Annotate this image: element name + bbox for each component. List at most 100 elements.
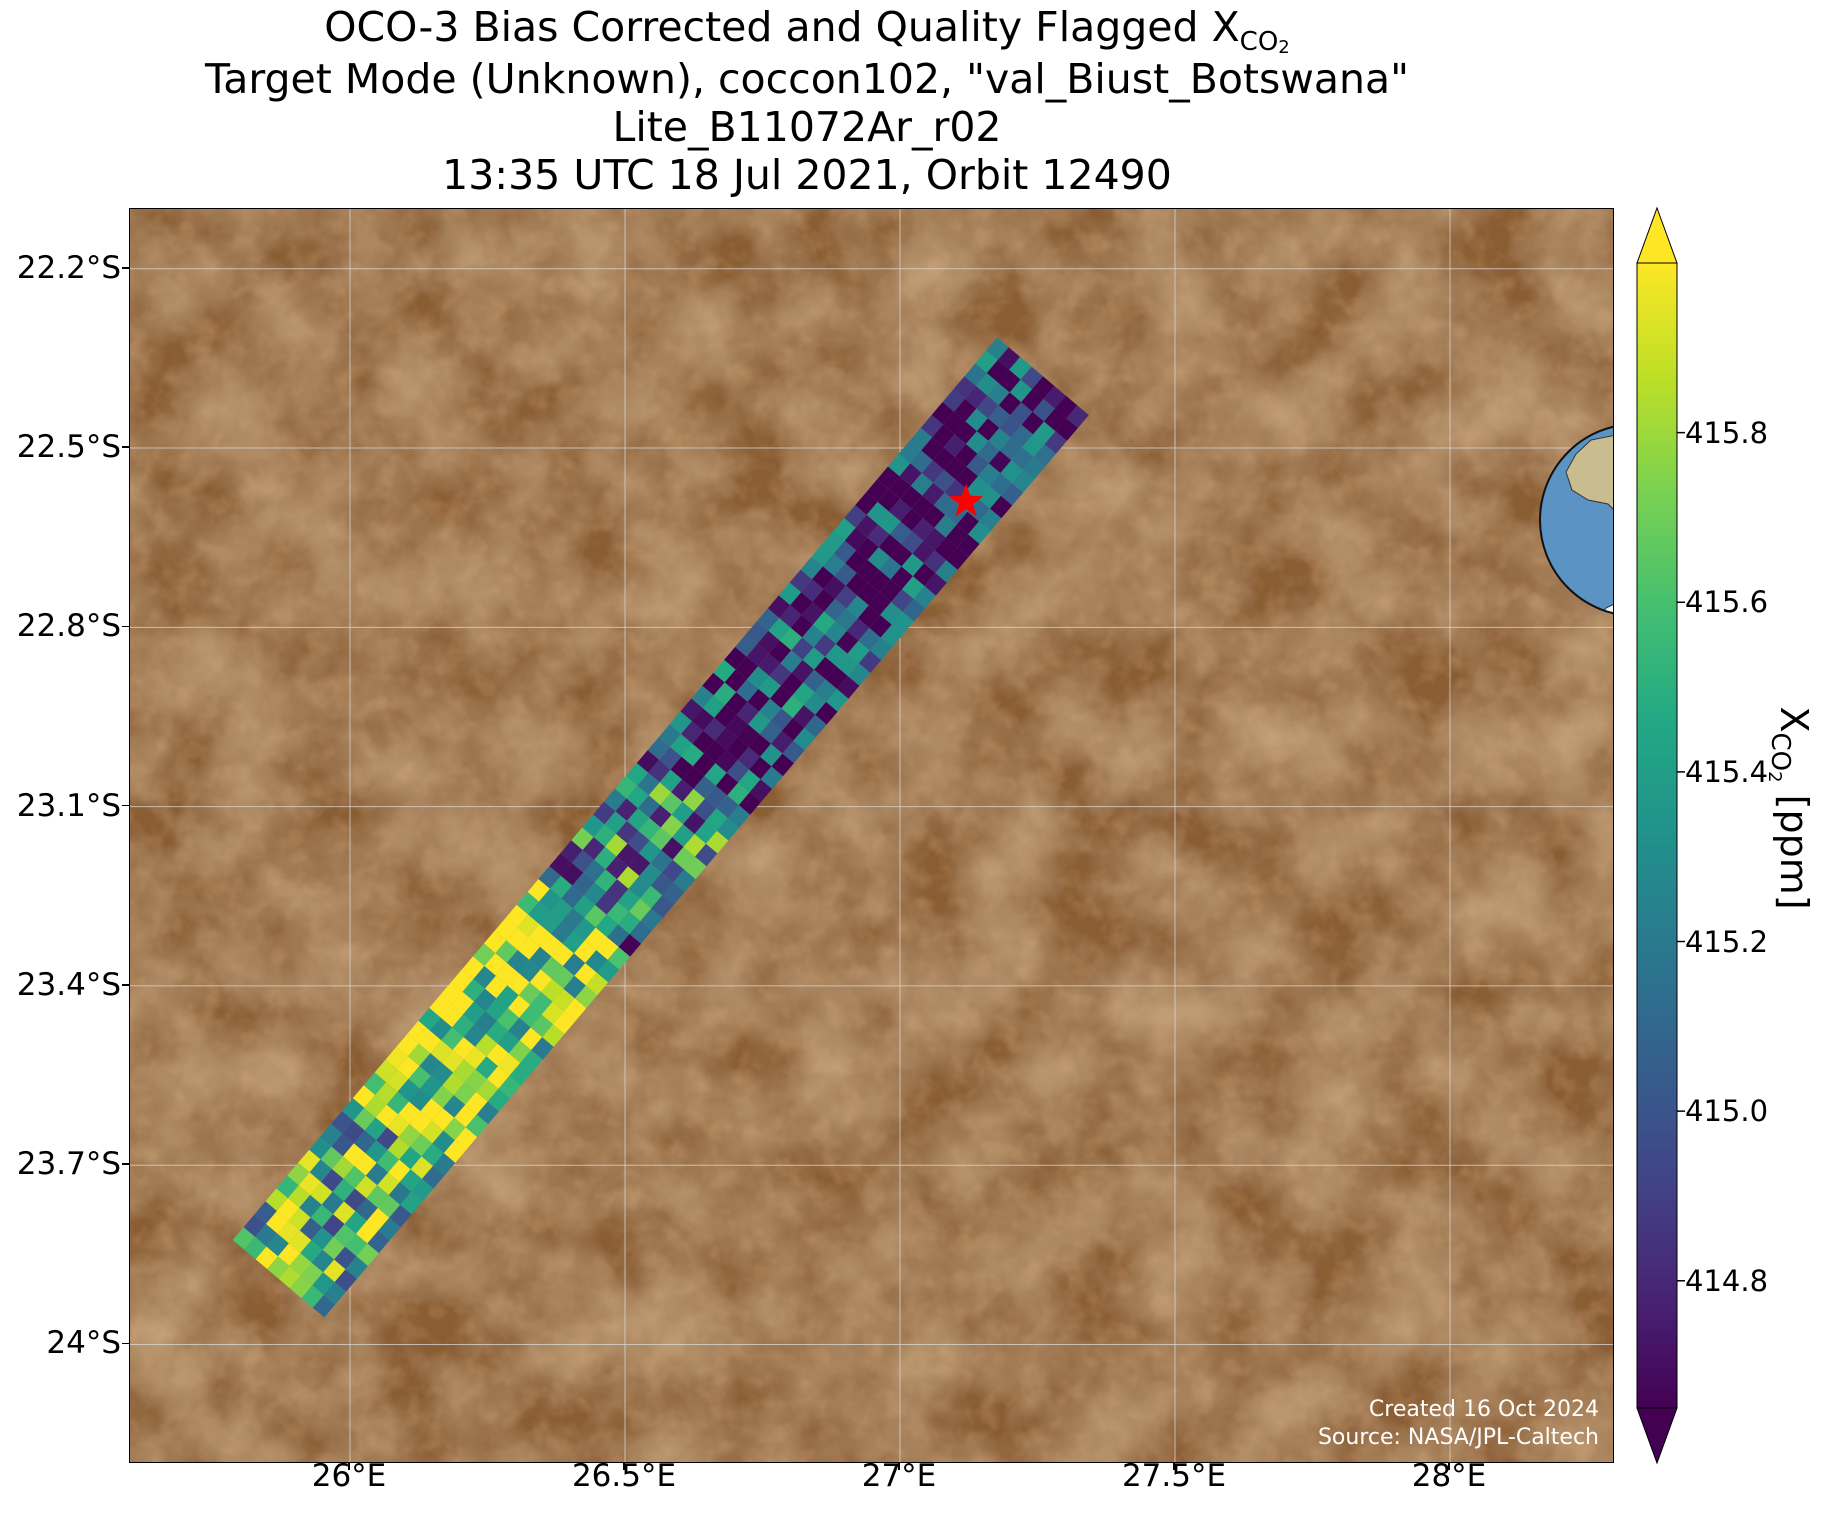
sounding-pixel	[999, 415, 1022, 438]
lat-tick-label: 23.4°S	[16, 966, 121, 1003]
sounding-pixel	[463, 1001, 486, 1025]
sounding-pixel	[516, 891, 539, 915]
sounding-pixel	[747, 666, 770, 689]
sounding-pixel	[637, 772, 660, 796]
sounding-pixel	[553, 1011, 576, 1034]
sounding-pixel	[889, 521, 912, 544]
sounding-pixel	[517, 937, 541, 960]
sounding-pixel	[814, 656, 837, 680]
sounding-pixel	[976, 395, 999, 419]
sounding-pixel	[856, 537, 879, 560]
sounding-pixel	[890, 543, 913, 567]
sounding-pixel	[964, 363, 987, 386]
sounding-pixel	[757, 630, 780, 654]
colorbar-tick-label: 415.8	[1685, 415, 1769, 450]
sounding-pixel	[627, 830, 650, 854]
sounding-pixel	[465, 1091, 488, 1115]
sounding-pixel	[800, 556, 823, 580]
sounding-pixel	[636, 750, 660, 773]
sounding-pixel	[541, 1001, 564, 1025]
sounding-pixel	[789, 569, 813, 593]
map-panel[interactable]: Created 16 Oct 2024 Source: NASA/JPL-Cal…	[129, 208, 1614, 1463]
sounding-pixel	[768, 618, 791, 641]
sounding-pixel	[267, 1256, 290, 1279]
sounding-pixel	[551, 943, 574, 967]
sounding-pixel	[354, 1175, 378, 1199]
sounding-pixel	[888, 453, 911, 477]
sounding-pixel	[388, 1182, 412, 1205]
sounding-pixel	[528, 901, 551, 925]
sounding-pixel	[422, 1166, 445, 1189]
sounding-pixel	[486, 1020, 509, 1044]
sounding-pixel	[527, 879, 550, 902]
sounding-pixel	[848, 663, 871, 686]
sounding-pixel	[640, 908, 663, 931]
sounding-pixel	[855, 514, 879, 538]
sounding-pixel	[539, 911, 562, 934]
sounding-pixel	[683, 834, 706, 857]
sounding-pixel	[877, 489, 900, 512]
sounding-pixel	[573, 917, 596, 941]
sounding-pixel	[1021, 389, 1044, 412]
sounding-pixel	[780, 672, 804, 696]
sounding-pixel	[650, 872, 674, 896]
sounding-pixel	[585, 950, 608, 973]
sounding-pixel	[891, 589, 914, 612]
sounding-pixel	[594, 846, 617, 870]
globe-inset	[1539, 425, 1613, 616]
sounding-pixel	[823, 553, 846, 577]
sounding-pixel	[334, 1269, 357, 1292]
sounding-pixel	[485, 975, 508, 999]
sounding-pixel	[759, 721, 782, 744]
colorbar-ticks	[1677, 431, 1685, 1282]
sounding-pixel	[965, 385, 988, 409]
sounding-pixel	[759, 698, 782, 722]
sounding-pixel	[640, 885, 663, 909]
sounding-pixel	[628, 875, 651, 899]
sounding-pixel	[549, 853, 572, 876]
sounding-pixel	[792, 705, 816, 728]
sounding-pixel	[421, 1143, 444, 1166]
sounding-pixel	[691, 685, 714, 709]
sounding-pixel	[474, 988, 497, 1012]
lon-tick-mark	[623, 1463, 625, 1470]
sounding-pixel	[355, 1198, 378, 1221]
sounding-pixel	[737, 724, 760, 747]
sounding-pixel	[933, 492, 957, 515]
sounding-pixel	[551, 921, 574, 944]
sounding-pixel	[464, 1069, 488, 1092]
sounding-pixel	[758, 676, 781, 699]
credits: Created 16 Oct 2024 Source: NASA/JPL-Cal…	[1318, 1396, 1599, 1452]
sounding-pixel	[899, 463, 922, 486]
sounding-pixel	[703, 717, 726, 741]
sounding-pixel	[332, 1156, 355, 1179]
sounding-pixel	[560, 862, 584, 886]
sounding-pixel	[626, 808, 650, 831]
sounding-pixel	[464, 1046, 487, 1070]
sounding-pixel	[813, 611, 836, 635]
sounding-pixel	[618, 911, 641, 934]
sounding-pixel	[670, 756, 693, 780]
sounding-pixel	[571, 827, 594, 850]
colorbar-under-extension	[1636, 1407, 1678, 1465]
sounding-pixel	[639, 863, 662, 886]
sounding-pixel	[1009, 356, 1032, 380]
sounding-pixel	[902, 598, 925, 622]
sounding-pixel	[966, 431, 989, 454]
sounding-pixel	[1009, 379, 1033, 403]
sounding-pixel	[684, 856, 707, 880]
sounding-pixel	[671, 801, 694, 825]
sounding-pixel	[846, 618, 870, 641]
sounding-pixel	[345, 1256, 368, 1279]
sounding-pixel	[356, 1220, 379, 1244]
sounding-pixel	[593, 824, 616, 847]
sounding-pixel	[276, 1175, 299, 1199]
sounding-pixel	[975, 350, 998, 373]
sounding-pixel	[331, 1133, 354, 1157]
sounding-pixel	[714, 727, 738, 751]
sounding-pixel	[638, 817, 661, 841]
sounding-pixel	[618, 934, 641, 957]
sounding-pixel	[431, 1108, 455, 1131]
sounding-pixel	[715, 772, 739, 796]
sounding-pixel	[877, 466, 900, 490]
